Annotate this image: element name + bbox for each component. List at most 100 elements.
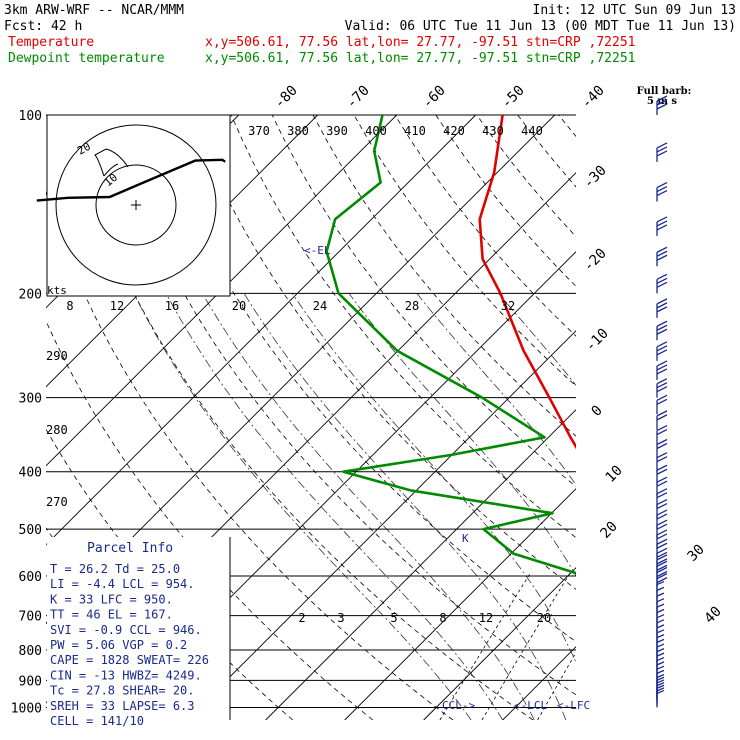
wind-barb-flag	[656, 492, 668, 499]
model-title: 3km ARW-WRF -- NCAR/MMM	[4, 3, 184, 18]
wind-barb-flag	[656, 560, 668, 567]
wind-barb-flag	[656, 558, 668, 565]
wind-barb-flag	[656, 382, 668, 389]
dry-adiabat	[640, 115, 740, 720]
pressure-label: 600	[19, 570, 42, 585]
mixing-ratio-label: 20	[537, 611, 551, 625]
moist-adiabat	[165, 293, 504, 720]
pressure-label: 200	[19, 287, 42, 302]
wind-barb-flag	[656, 99, 668, 106]
moist-adiabat	[699, 293, 740, 720]
speed-label: 24	[313, 299, 327, 313]
isotherm-line	[661, 115, 740, 720]
wind-barb-flag	[656, 254, 668, 261]
el-marker: <-EL	[304, 244, 331, 257]
parcel-info-row: SREH = 33 LAPSE= 6.3	[50, 699, 195, 713]
dry-adiabat	[722, 115, 740, 720]
moist-adiabat	[133, 293, 472, 720]
sounding-profiles	[325, 115, 576, 575]
wind-barb-flag	[656, 542, 668, 549]
dry-adiabat	[271, 115, 576, 488]
wind-barb-flag	[656, 349, 668, 356]
wind-barb-flag	[656, 638, 665, 643]
moist-adiabat	[595, 293, 725, 720]
speed-label: 12	[110, 299, 124, 313]
isotherm-line	[46, 115, 477, 546]
theta-left-label: 290	[46, 349, 68, 363]
parcel-info-row: PW = 5.06 VGP = 0.2	[50, 638, 187, 652]
theta-left-label: 280	[46, 423, 68, 437]
wind-barb	[656, 378, 668, 398]
pressure-label: 1000	[11, 701, 42, 716]
dry-adiabat	[353, 115, 576, 387]
theta-label: 410	[404, 124, 426, 138]
pressure-label: 100	[19, 109, 42, 124]
isotherm-top-label: -50	[499, 83, 528, 112]
wind-level-marker: K	[462, 532, 469, 545]
dry-adiabat	[149, 115, 576, 643]
wind-barb-flag	[656, 580, 665, 586]
dry-adiabat	[435, 115, 576, 287]
wind-barb-flag	[656, 661, 665, 666]
wind-barb-flag	[656, 566, 668, 574]
dry-adiabat	[394, 115, 576, 337]
wind-barb-flag	[656, 220, 668, 227]
wind-barb-flag	[656, 246, 668, 253]
parcel-info-row: T = 26.2 Td = 25.0	[50, 562, 180, 576]
dry-adiabat	[312, 115, 576, 437]
parcel-info-row: SVI = -0.9 CCL = 946.	[50, 623, 202, 637]
speed-label: 20	[232, 299, 246, 313]
wind-barb	[656, 476, 668, 497]
wind-barb-flag	[656, 442, 668, 450]
parcel-info-row: LI = -4.4 LCL = 954.	[50, 577, 195, 591]
wind-barb-flag	[656, 146, 668, 153]
wind-barb	[656, 619, 665, 637]
wind-barb-flag	[656, 378, 668, 385]
dewpoint-legend: Dewpoint temperature	[8, 51, 165, 66]
moist-adiabat	[243, 293, 567, 720]
wind-barb	[656, 273, 668, 294]
wind-barb-flag	[656, 424, 668, 432]
wind-barb-flag	[656, 456, 668, 463]
wind-barb-flag	[656, 614, 665, 619]
wind-barb-flag	[656, 669, 665, 674]
wind-barb-flag	[656, 519, 668, 526]
wind-barb-flag	[656, 624, 665, 629]
theta-label: 430	[482, 124, 504, 138]
wind-barb-flag	[656, 452, 668, 459]
wind-barb-flag	[656, 103, 668, 110]
wind-barb	[656, 394, 668, 415]
init-time: Init: 12 UTC Sun 09 Jun 13	[533, 3, 737, 18]
wind-barb	[656, 410, 668, 430]
parcel-info-title: Parcel Info	[87, 541, 173, 556]
mixing-ratio-label: 12	[479, 611, 493, 625]
speed-label: 8	[66, 299, 73, 313]
wind-barb-flag	[656, 499, 668, 506]
pressure-label: 700	[19, 610, 42, 625]
hodograph-ring	[95, 164, 177, 246]
wind-barb-flag	[656, 142, 668, 149]
wind-barb-flag	[656, 652, 665, 657]
wind-barb-flag	[656, 529, 668, 536]
isotherm-top-label: -60	[420, 83, 449, 112]
parcel-box	[47, 537, 230, 720]
wind-barb-flag	[656, 682, 665, 687]
isotherm-top-label: -70	[344, 83, 373, 112]
isotherm-line	[502, 646, 576, 720]
dry-adiabat	[558, 115, 576, 138]
wind-barb-flag	[656, 634, 665, 639]
wind-barb-flag	[656, 577, 668, 584]
wind-barb	[656, 320, 668, 341]
wind-barb-flag	[656, 643, 665, 648]
wind-barb	[656, 608, 665, 627]
wind-barb-flag	[656, 250, 668, 257]
dry-adiabat	[600, 115, 740, 720]
wind-barb-flag	[656, 277, 668, 284]
forecast-hour: Fcst: 42 h	[4, 19, 82, 34]
mixing-ratio-label: 2	[298, 611, 305, 625]
wind-barb	[656, 689, 665, 708]
wind-barb-flag	[656, 414, 668, 421]
wind-barb-flag	[656, 564, 668, 571]
isotherm-right-label: 20	[598, 519, 621, 542]
